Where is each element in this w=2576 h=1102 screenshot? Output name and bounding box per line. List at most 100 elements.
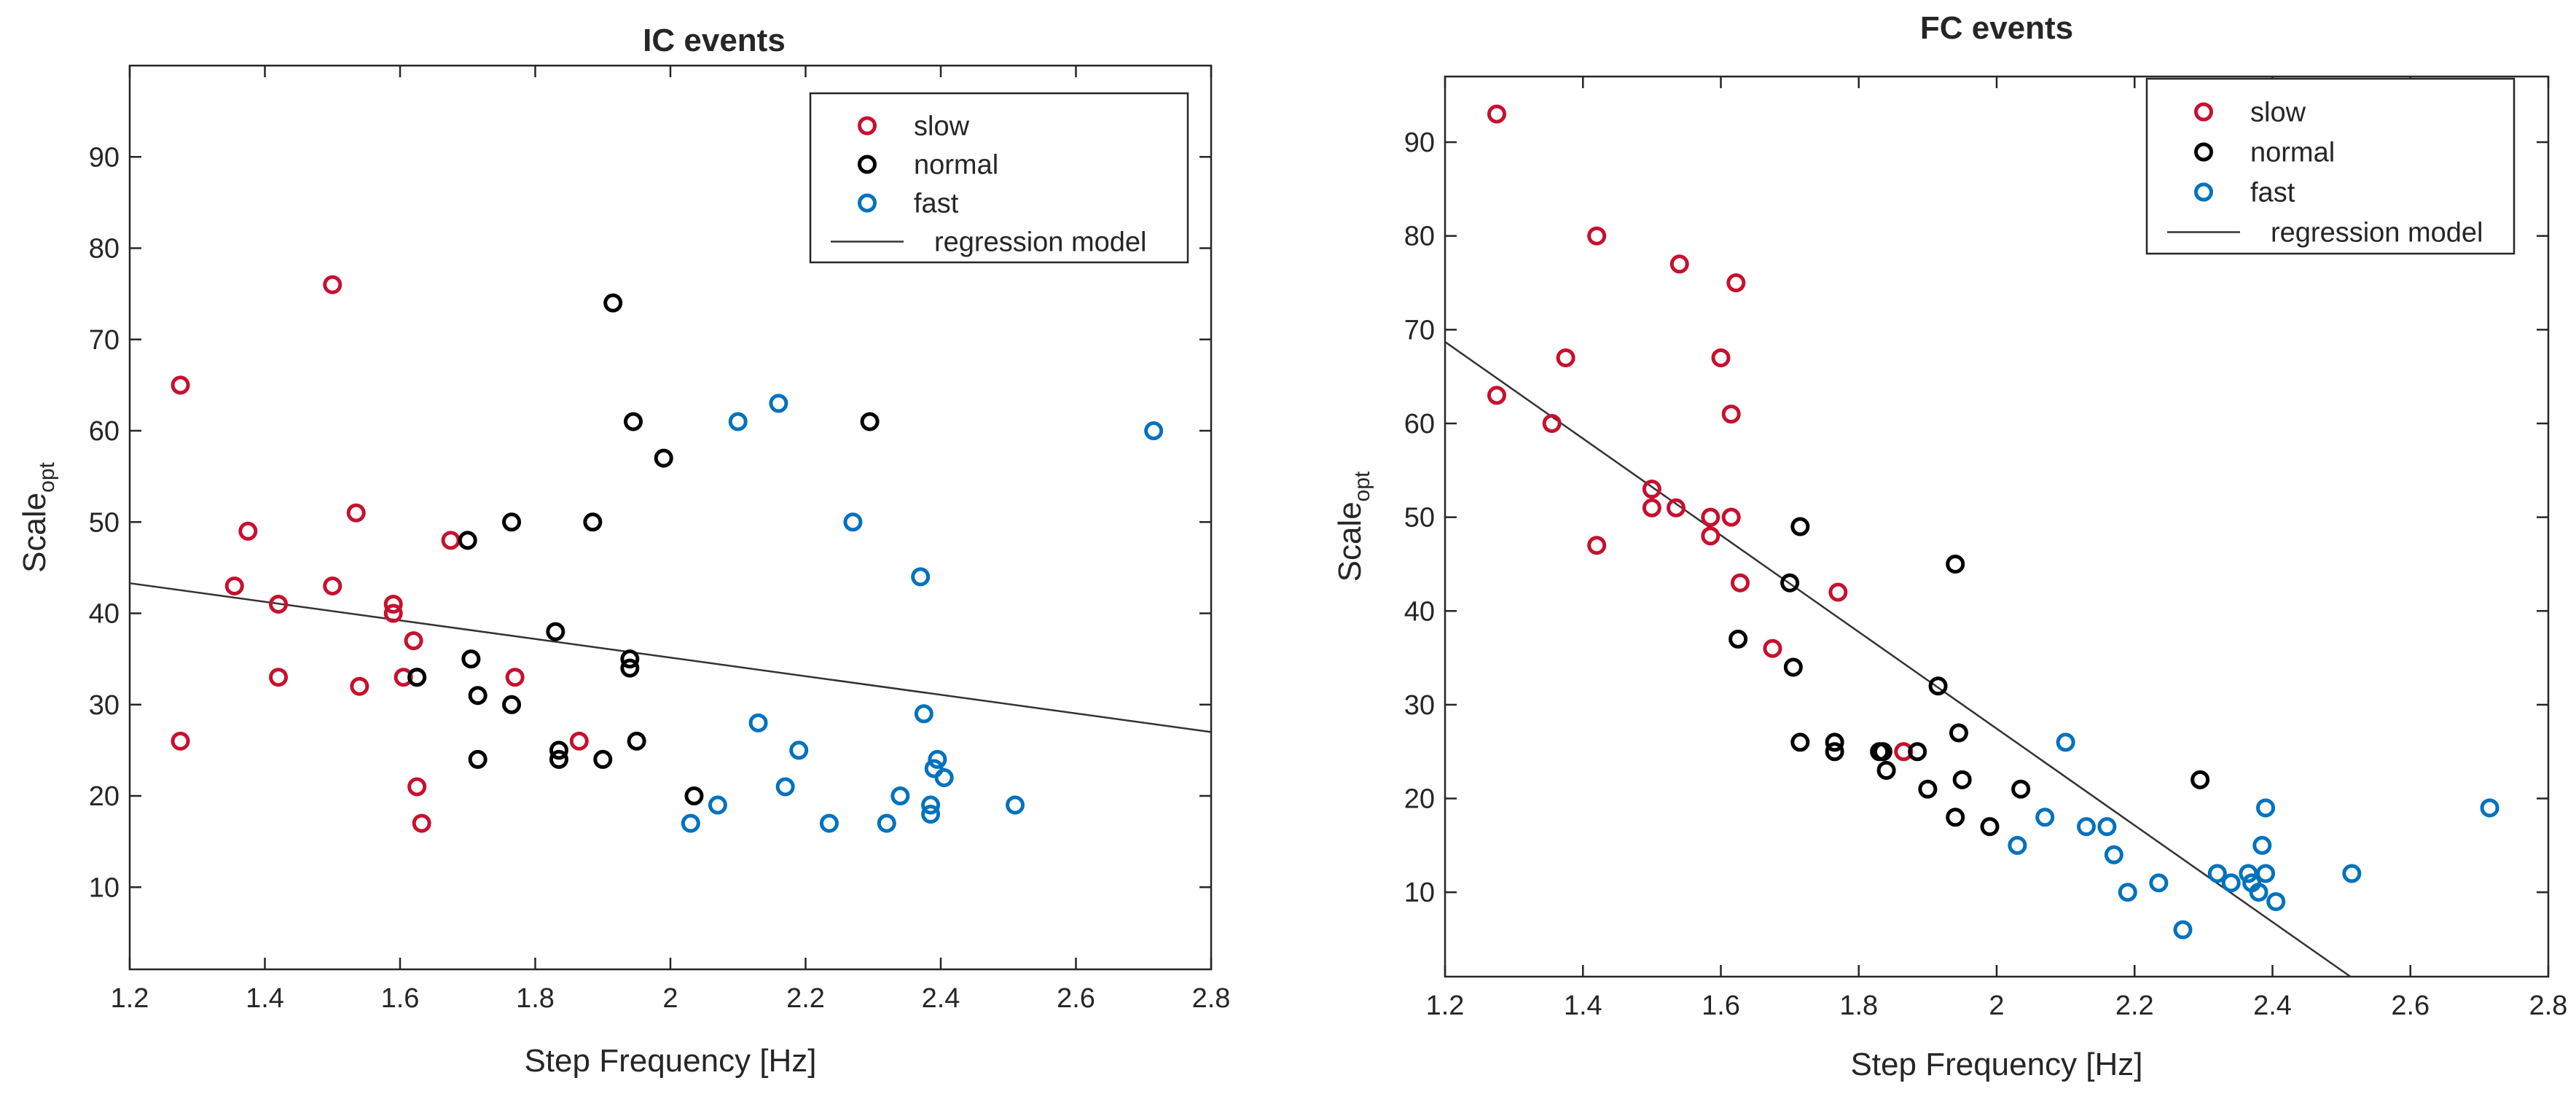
data-point-slow: [1556, 348, 1575, 367]
x-tick-label: 1.8: [1839, 990, 1878, 1021]
data-point-slow: [1721, 405, 1741, 424]
legend-marker-fast: [858, 193, 877, 213]
data-point-fast: [2480, 798, 2499, 818]
legend-marker-fast: [2194, 182, 2213, 202]
data-point-normal: [2191, 770, 2210, 789]
data-point-normal: [1790, 517, 1810, 536]
data-point-slow: [412, 813, 431, 833]
legend-label-slow: slow: [2250, 98, 2306, 128]
data-point-normal: [593, 749, 613, 769]
data-point-slow: [1828, 582, 1848, 602]
data-point-fast: [2173, 920, 2193, 939]
y-axis-label-text: Scaleopt: [1332, 471, 1374, 582]
data-point-normal: [1873, 742, 1892, 762]
x-tick-label: 1.2: [1426, 990, 1465, 1021]
data-point-normal: [468, 686, 488, 706]
data-point-normal: [1946, 554, 1965, 574]
data-point-slow: [383, 594, 403, 614]
y-tick-label: 90: [1404, 128, 1435, 158]
x-tick-label: 2.8: [1192, 983, 1231, 1014]
data-point-fast: [843, 512, 863, 532]
data-point-fast: [877, 813, 896, 833]
chart-title: FC events: [1920, 10, 2073, 46]
y-tick-label: 30: [1404, 690, 1435, 721]
data-point-slow: [346, 503, 366, 523]
y-tick-label: 40: [89, 599, 120, 630]
data-point-slow: [1642, 480, 1661, 499]
data-point-normal: [620, 658, 640, 678]
x-tick-label: 2.4: [2253, 990, 2292, 1021]
y-tick-label: 70: [1404, 315, 1435, 345]
data-point-slow: [350, 676, 369, 696]
data-point-fast: [914, 704, 933, 724]
data-point-fast: [2266, 892, 2286, 912]
data-point-normal: [583, 512, 603, 532]
data-point-fast: [921, 795, 941, 815]
data-point-slow: [1487, 386, 1506, 405]
x-tick-label: 2.6: [1057, 983, 1095, 1014]
regression-line: [129, 582, 1212, 733]
data-point-fast: [2207, 864, 2227, 883]
data-point-slow: [224, 576, 244, 595]
y-tick-label: 50: [1404, 503, 1435, 534]
y-axis-label: Scaleopt: [17, 461, 59, 572]
legend-label-fast: fast: [914, 189, 959, 219]
data-point-normal: [627, 731, 646, 751]
data-point-slow: [1726, 273, 1746, 293]
legend-label-regression: regression model: [2271, 218, 2483, 249]
data-point-normal: [1980, 817, 2000, 837]
data-point-fast: [2256, 864, 2276, 883]
data-point-normal: [502, 695, 522, 714]
data-point-normal: [1790, 732, 1810, 752]
data-point-normal: [549, 749, 568, 769]
data-point-fast: [1144, 421, 1164, 441]
data-point-fast: [769, 394, 788, 413]
data-point-fast: [2256, 798, 2276, 818]
data-point-normal: [546, 622, 565, 641]
x-axis-label: Step Frequency [Hz]: [524, 1043, 816, 1079]
data-point-fast: [2008, 835, 2027, 855]
y-tick-label: 80: [89, 234, 120, 265]
y-tick-label: 30: [89, 690, 120, 721]
x-tick-label: 2.8: [2529, 990, 2568, 1021]
data-point-fast: [728, 412, 748, 431]
legend: slow normal fast regression model: [809, 92, 1189, 264]
data-point-fast: [2056, 732, 2075, 752]
x-tick-label: 2.2: [2115, 990, 2154, 1021]
data-point-slow: [1669, 254, 1689, 274]
data-point-normal: [1876, 760, 1896, 780]
data-point-normal: [549, 740, 568, 760]
data-point-fast: [748, 713, 768, 732]
data-point-slow: [269, 594, 289, 614]
data-point-fast: [2077, 817, 2097, 837]
data-point-fast: [708, 795, 727, 815]
data-point-slow: [1587, 226, 1607, 246]
legend-label-fast: fast: [2250, 178, 2295, 208]
x-tick-label: 2: [1989, 990, 2004, 1021]
data-point-normal: [1729, 629, 1748, 649]
x-tick-label: 1.8: [516, 983, 555, 1014]
data-point-slow: [1763, 638, 1782, 658]
data-point-normal: [1780, 573, 1800, 593]
y-tick-label: 10: [1404, 878, 1435, 908]
data-point-fast: [934, 767, 954, 787]
y-label-subscript: opt: [35, 461, 59, 492]
data-point-slow: [238, 521, 258, 541]
y-axis-label-text: Scaleopt: [17, 461, 59, 572]
data-point-fast: [921, 805, 941, 824]
y-tick-label: 90: [89, 142, 120, 173]
legend-label-normal: normal: [914, 150, 998, 181]
y-tick-label: 70: [89, 325, 120, 356]
legend-label-slow: slow: [914, 112, 970, 142]
data-point-fast: [2035, 808, 2055, 827]
data-point-normal: [2011, 779, 2031, 799]
data-point-slow: [505, 668, 525, 687]
data-point-normal: [1918, 779, 1938, 799]
data-point-fast: [2249, 883, 2268, 902]
data-point-fast: [2118, 883, 2137, 902]
data-point-normal: [1908, 742, 1927, 762]
data-point-fast: [1006, 795, 1025, 815]
regression-line: [1444, 341, 2352, 978]
data-point-fast: [890, 786, 910, 806]
